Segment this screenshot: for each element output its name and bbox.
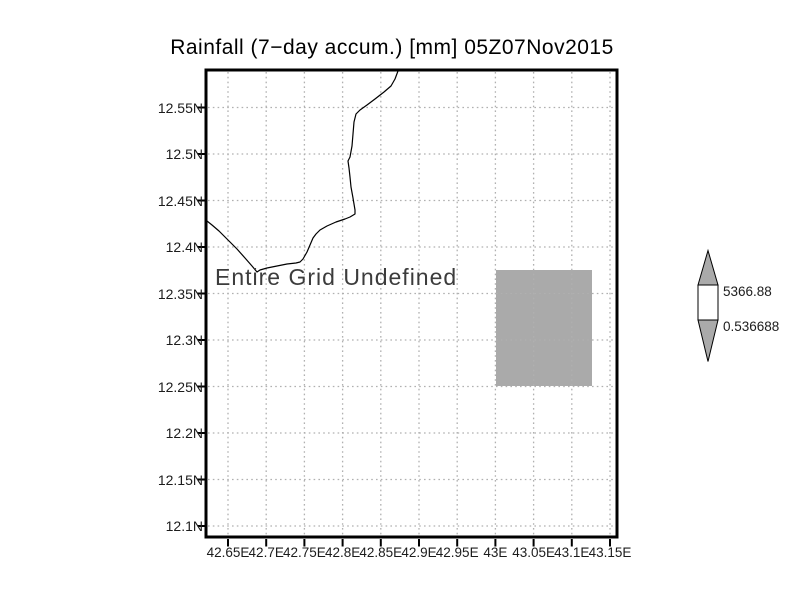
- x-axis-label: 42.85E: [359, 545, 403, 560]
- colorbar-body: [697, 284, 719, 321]
- y-axis-label: 12.45N: [157, 192, 203, 209]
- y-axis-label: 12.3N: [165, 332, 203, 348]
- y-axis-label: 12.2N: [165, 425, 203, 441]
- colorbar-max-label: 5366.88: [723, 283, 772, 299]
- undefined-grid-message: Entire Grid Undefined: [215, 264, 458, 290]
- x-axis-label: 43.15E: [588, 545, 632, 560]
- plot-title: Rainfall (7−day accum.) [mm] 05Z07Nov201…: [170, 36, 614, 59]
- y-axis-label: 12.15N: [157, 471, 203, 488]
- undefined-grid-cell: [496, 270, 592, 386]
- y-axis-label: 12.5N: [165, 146, 203, 162]
- colorbar: [697, 248, 719, 362]
- y-axis-label: 12.4N: [165, 239, 203, 255]
- y-axis-label: 12.55N: [157, 99, 203, 116]
- coastline: [206, 70, 399, 273]
- graticule: [197, 72, 616, 547]
- x-axis-label: 43E: [483, 545, 508, 560]
- x-axis-label: 43.05E: [512, 545, 555, 560]
- x-axis-label: 42.65E: [206, 545, 250, 560]
- plot-frame: [204, 68, 619, 539]
- colorbar-lower-arrow: [697, 319, 719, 362]
- x-axis-label: 42.95E: [435, 545, 479, 560]
- x-axis-label: 42.75E: [282, 545, 326, 560]
- x-axis-label: 42.8E: [324, 545, 361, 560]
- x-axis-label: 43.1E: [554, 545, 590, 560]
- colorbar-min-label: 0.536688: [723, 318, 780, 334]
- y-axis-label: 12.25N: [157, 378, 203, 395]
- x-axis-label: 42.9E: [401, 545, 437, 560]
- y-axis-label: 12.35N: [157, 285, 203, 302]
- x-axis-label: 42.7E: [248, 545, 284, 560]
- colorbar-upper-arrow: [697, 248, 719, 286]
- y-axis-label: 12.1N: [165, 518, 203, 534]
